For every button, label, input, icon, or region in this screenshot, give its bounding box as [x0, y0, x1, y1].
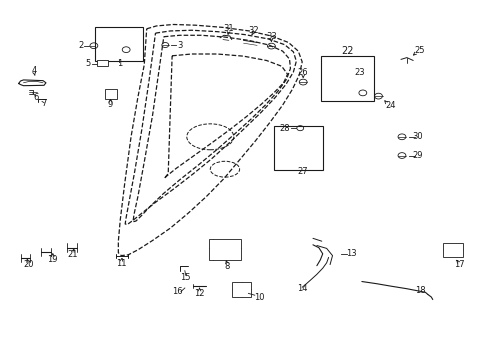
Text: 11: 11: [116, 259, 126, 268]
Text: 21: 21: [67, 251, 78, 259]
Text: 17: 17: [453, 260, 464, 269]
Text: 29: 29: [412, 151, 423, 160]
Text: 13: 13: [345, 249, 356, 258]
Text: 9: 9: [108, 100, 113, 109]
Bar: [209, 239, 241, 260]
Text: 31: 31: [223, 24, 234, 33]
Text: 8: 8: [224, 262, 229, 271]
Text: 2: 2: [78, 41, 83, 50]
Text: 27: 27: [297, 167, 308, 176]
Text: 33: 33: [265, 32, 276, 41]
Text: 18: 18: [414, 287, 425, 295]
Text: 30: 30: [412, 132, 423, 141]
Text: 4: 4: [32, 66, 37, 76]
Text: 16: 16: [171, 287, 182, 296]
Bar: [231, 282, 251, 297]
Text: 32: 32: [247, 26, 258, 35]
Bar: [442, 243, 462, 257]
Bar: [95, 27, 143, 61]
Text: 19: 19: [47, 255, 58, 264]
Text: 22: 22: [340, 46, 353, 56]
Bar: [273, 126, 322, 170]
Text: 12: 12: [194, 289, 204, 298]
Text: 10: 10: [253, 292, 264, 302]
Text: 14: 14: [296, 284, 307, 293]
Bar: [97, 60, 107, 66]
Bar: [320, 56, 373, 101]
Text: 15: 15: [180, 273, 191, 282]
Text: 3: 3: [177, 41, 182, 50]
Text: 24: 24: [384, 102, 395, 111]
Text: 7: 7: [41, 99, 46, 108]
Text: 5: 5: [85, 59, 90, 68]
Text: 6: 6: [33, 93, 38, 102]
Text: 25: 25: [413, 46, 424, 55]
Bar: [104, 89, 117, 99]
Text: 26: 26: [297, 68, 308, 77]
Text: 28: 28: [279, 124, 289, 133]
Text: 20: 20: [23, 260, 34, 269]
Text: 23: 23: [353, 68, 364, 77]
Text: 1: 1: [117, 59, 122, 68]
